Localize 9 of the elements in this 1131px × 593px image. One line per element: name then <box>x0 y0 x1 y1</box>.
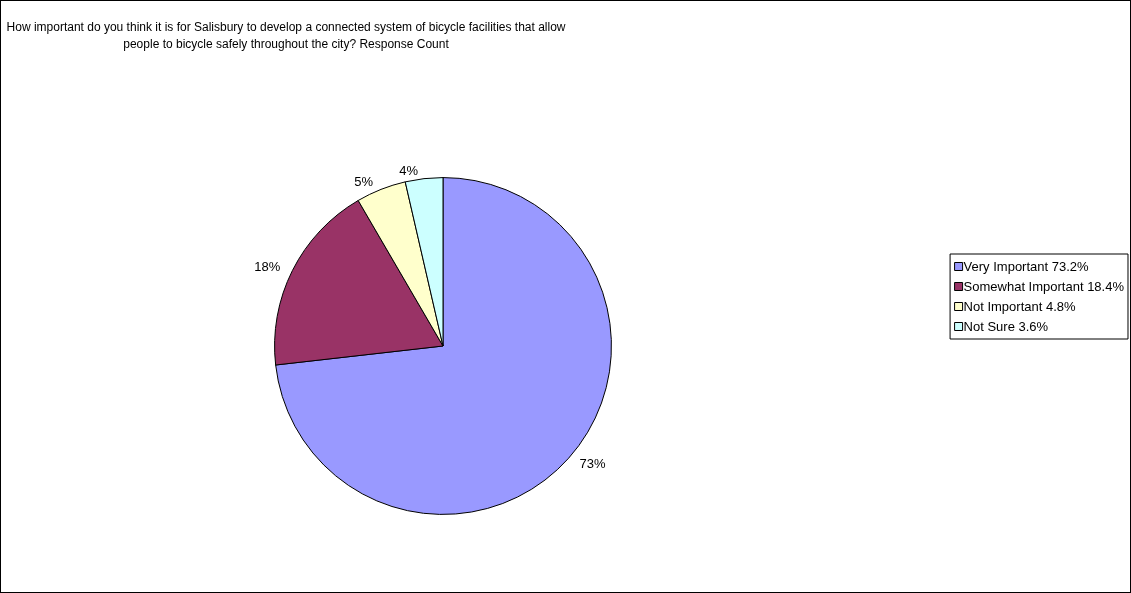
data-label: 18% <box>254 259 281 275</box>
legend-label: Very Important 73.2% <box>963 259 1090 274</box>
chart-title: How important do you think it is for Salisbury to develop a connected system of bicycle facilities that allow people to bicycle safely throughout the city? Response Count <box>6 19 566 51</box>
legend-label: Somewhat Important 18.4% <box>963 279 1125 294</box>
data-label: 73% <box>579 456 607 472</box>
data-label: 5% <box>354 174 374 190</box>
legend-label: Not Sure 3.6% <box>963 319 1049 334</box>
data-label: 4% <box>399 163 419 179</box>
legend-label: Not Important 4.8% <box>963 299 1077 314</box>
